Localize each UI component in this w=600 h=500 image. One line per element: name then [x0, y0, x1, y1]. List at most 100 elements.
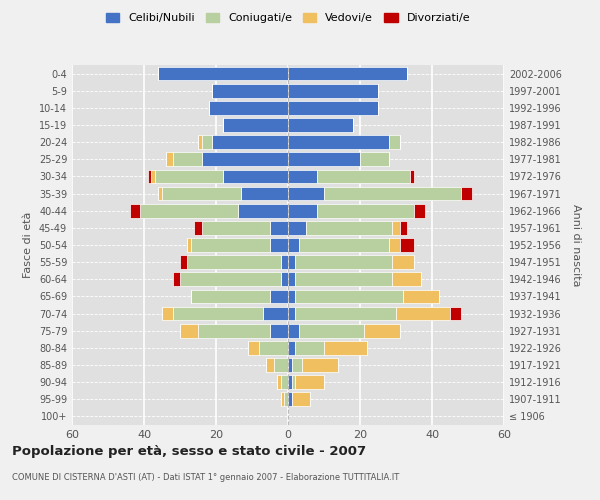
Bar	[389, 238, 400, 252]
Bar	[202, 221, 270, 234]
Bar	[223, 170, 288, 183]
Bar	[396, 306, 450, 320]
Bar	[295, 272, 392, 286]
Bar	[173, 152, 202, 166]
Bar	[212, 84, 288, 98]
Bar	[364, 324, 400, 338]
Y-axis label: Fasce di età: Fasce di età	[23, 212, 33, 278]
Bar	[270, 238, 288, 252]
Bar	[263, 306, 288, 320]
Bar	[410, 170, 414, 183]
Bar	[450, 306, 461, 320]
Bar	[151, 170, 155, 183]
Bar	[288, 204, 317, 218]
Bar	[270, 290, 288, 304]
Bar	[173, 306, 263, 320]
Bar	[288, 290, 295, 304]
Legend: Celibi/Nubili, Coniugati/e, Vedovi/e, Divorziati/e: Celibi/Nubili, Coniugati/e, Vedovi/e, Di…	[101, 8, 475, 28]
Bar	[392, 256, 414, 269]
Bar	[288, 324, 299, 338]
Bar	[166, 152, 173, 166]
Bar	[180, 272, 281, 286]
Bar	[162, 306, 173, 320]
Bar	[191, 290, 270, 304]
Bar	[295, 256, 392, 269]
Bar	[302, 358, 338, 372]
Bar	[191, 238, 270, 252]
Bar	[281, 392, 284, 406]
Bar	[292, 392, 310, 406]
Bar	[277, 376, 281, 389]
Bar	[284, 392, 288, 406]
Y-axis label: Anni di nascita: Anni di nascita	[571, 204, 581, 286]
Bar	[140, 204, 238, 218]
Bar	[306, 221, 392, 234]
Bar	[274, 358, 288, 372]
Bar	[324, 341, 367, 354]
Bar	[292, 376, 295, 389]
Bar	[270, 324, 288, 338]
Bar	[158, 186, 162, 200]
Bar	[295, 290, 403, 304]
Bar	[288, 392, 292, 406]
Bar	[180, 256, 187, 269]
Bar	[173, 272, 180, 286]
Bar	[288, 84, 378, 98]
Bar	[158, 66, 288, 80]
Bar	[461, 186, 472, 200]
Bar	[194, 221, 202, 234]
Text: Popolazione per età, sesso e stato civile - 2007: Popolazione per età, sesso e stato civil…	[12, 445, 366, 458]
Bar	[295, 306, 396, 320]
Bar	[130, 204, 140, 218]
Bar	[187, 256, 281, 269]
Bar	[162, 186, 241, 200]
Bar	[241, 186, 288, 200]
Bar	[281, 256, 288, 269]
Bar	[288, 136, 389, 149]
Bar	[288, 186, 324, 200]
Bar	[202, 152, 288, 166]
Bar	[198, 136, 202, 149]
Bar	[148, 170, 151, 183]
Bar	[180, 324, 198, 338]
Bar	[288, 306, 295, 320]
Bar	[403, 290, 439, 304]
Bar	[288, 358, 292, 372]
Bar	[317, 170, 410, 183]
Bar	[392, 272, 421, 286]
Bar	[392, 221, 400, 234]
Bar	[389, 136, 400, 149]
Bar	[288, 238, 299, 252]
Bar	[400, 238, 414, 252]
Bar	[155, 170, 223, 183]
Bar	[295, 341, 324, 354]
Bar	[202, 136, 212, 149]
Bar	[288, 152, 360, 166]
Bar	[324, 186, 461, 200]
Bar	[212, 136, 288, 149]
Bar	[317, 204, 414, 218]
Bar	[360, 152, 389, 166]
Bar	[288, 66, 407, 80]
Bar	[281, 272, 288, 286]
Bar	[288, 118, 353, 132]
Bar	[288, 101, 378, 114]
Bar	[288, 170, 317, 183]
Bar	[295, 376, 324, 389]
Bar	[198, 324, 270, 338]
Bar	[299, 238, 389, 252]
Bar	[270, 221, 288, 234]
Bar	[281, 376, 288, 389]
Bar	[209, 101, 288, 114]
Bar	[414, 204, 425, 218]
Bar	[299, 324, 364, 338]
Bar	[288, 221, 306, 234]
Text: COMUNE DI CISTERNA D'ASTI (AT) - Dati ISTAT 1° gennaio 2007 - Elaborazione TUTTI: COMUNE DI CISTERNA D'ASTI (AT) - Dati IS…	[12, 473, 399, 482]
Bar	[248, 341, 259, 354]
Bar	[292, 358, 302, 372]
Bar	[400, 221, 407, 234]
Bar	[187, 238, 191, 252]
Bar	[288, 341, 295, 354]
Bar	[288, 272, 295, 286]
Bar	[288, 376, 292, 389]
